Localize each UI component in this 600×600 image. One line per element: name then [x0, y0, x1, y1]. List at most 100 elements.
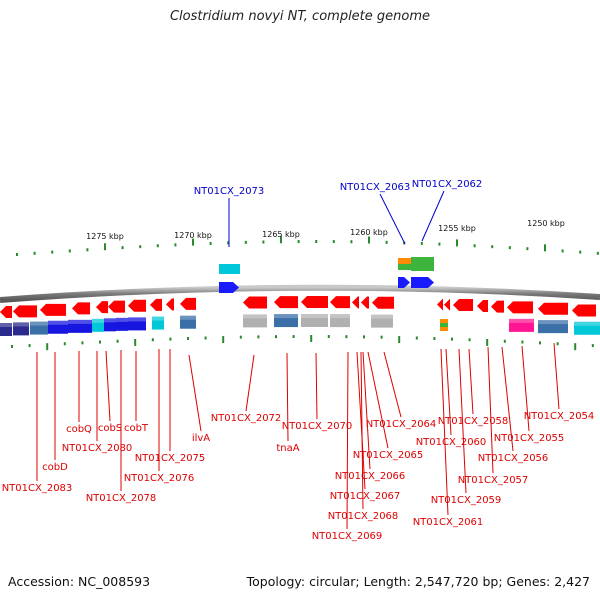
forward-gene-label[interactable]: NT01CX_2063 [340, 182, 411, 193]
reverse-gene-arrow[interactable] [166, 298, 174, 311]
forward-gene-arrow[interactable] [219, 282, 239, 293]
genome-stats-text: Topology: circular; Length: 2,547,720 bp… [246, 574, 590, 589]
scale-label: 1260 kbp [350, 228, 388, 237]
cog-box-highlight [92, 318, 104, 323]
cog-box [13, 322, 29, 336]
forward-strand-genes [219, 277, 434, 293]
reverse-gene-arrow[interactable] [128, 299, 146, 312]
cog-box [92, 318, 104, 332]
reverse-gene-label[interactable]: NT01CX_2067 [330, 491, 401, 502]
reverse-gene-label[interactable]: NT01CX_2076 [124, 473, 195, 484]
reverse-gene-label[interactable]: NT01CX_2061 [413, 517, 484, 528]
reverse-gene-label[interactable]: cobD [42, 462, 68, 473]
cog-box-highlight [48, 320, 68, 325]
reverse-gene-arrow[interactable] [330, 296, 350, 309]
reverse-gene-label[interactable]: cobT [124, 423, 149, 434]
cog-box-highlight [330, 314, 350, 319]
reverse-gene-arrow[interactable] [491, 300, 504, 313]
reverse-gene-label[interactable]: NT01CX_2069 [312, 531, 383, 542]
reverse-gene-label[interactable]: NT01CX_2068 [328, 511, 399, 522]
reverse-gene-label[interactable]: NT01CX_2066 [335, 471, 406, 482]
reverse-gene-label[interactable]: NT01CX_2083 [2, 483, 73, 494]
reverse-gene-arrow[interactable] [372, 296, 394, 309]
reverse-gene-label[interactable]: NT01CX_2064 [366, 419, 437, 430]
reverse-gene-label[interactable]: cobQ [66, 424, 92, 435]
cog-box-highlight [116, 317, 128, 322]
scale-labels: 1275 kbp 1270 kbp 1265 kbp 1260 kbp 1255 kbp… [86, 219, 565, 241]
cog-box [219, 264, 240, 274]
label-leader [379, 193, 406, 245]
reverse-gene-arrow[interactable] [40, 303, 66, 316]
reverse-gene-label[interactable]: NT01CX_2054 [524, 411, 595, 422]
cog-box [128, 317, 146, 331]
reverse-gene-arrow[interactable] [437, 298, 443, 311]
reverse-gene-label[interactable]: tnaA [276, 443, 299, 454]
forward-gene-label[interactable]: NT01CX_2062 [412, 179, 483, 190]
reverse-gene-label[interactable]: NT01CX_2065 [353, 450, 424, 461]
cog-box-highlight [274, 314, 298, 319]
label-leader [356, 351, 366, 490]
cog-box [0, 323, 12, 336]
cog-box-highlight [180, 315, 196, 320]
label-leader [315, 352, 318, 420]
reverse-gene-label[interactable]: NT01CX_2070 [282, 421, 353, 432]
forward-gene-arrow[interactable] [398, 277, 410, 288]
cog-box [509, 318, 534, 332]
reverse-gene-arrow[interactable] [0, 306, 12, 318]
cog-box [538, 320, 568, 334]
reverse-gene-label[interactable]: ilvA [192, 433, 210, 444]
reverse-gene-label[interactable]: cobS [98, 423, 122, 434]
cog-box [398, 264, 412, 270]
reverse-gene-arrow[interactable] [150, 298, 162, 311]
reverse-gene-label[interactable]: NT01CX_2057 [458, 475, 529, 486]
reverse-gene-arrow[interactable] [243, 296, 267, 309]
reverse-gene-label[interactable]: NT01CX_2060 [416, 437, 487, 448]
reverse-gene-label[interactable]: NT01CX_2080 [62, 443, 133, 454]
reverse-gene-arrow[interactable] [274, 296, 298, 309]
reverse-gene-arrow[interactable] [96, 301, 108, 314]
reverse-gene-arrow[interactable] [477, 299, 488, 312]
reverse-gene-arrow[interactable] [13, 305, 37, 318]
forward-gene-arrow[interactable] [411, 277, 434, 288]
cog-box-highlight [13, 322, 29, 327]
forward-gene-label[interactable]: NT01CX_2073 [194, 186, 265, 197]
label-leader [521, 345, 530, 432]
cog-box [440, 327, 448, 331]
reverse-gene-arrow[interactable] [180, 297, 196, 310]
reverse-strand-genes [0, 296, 596, 318]
reverse-gene-label[interactable]: NT01CX_2059 [431, 495, 502, 506]
label-leader [440, 348, 449, 516]
cog-box-highlight [509, 318, 534, 323]
cog-box [116, 317, 128, 331]
cog-box [411, 257, 434, 271]
label-leader [362, 351, 371, 470]
accession-text: Accession: NC_008593 [8, 574, 151, 589]
reverse-gene-label[interactable]: NT01CX_2078 [86, 493, 157, 504]
reverse-gene-label[interactable]: NT01CX_2055 [494, 433, 565, 444]
reverse-gene-arrow[interactable] [572, 304, 596, 317]
reverse-gene-label[interactable]: NT01CX_2075 [135, 453, 206, 464]
cog-box [398, 258, 412, 264]
cog-box [180, 315, 196, 329]
reverse-gene-label[interactable]: NT01CX_2056 [478, 453, 549, 464]
reverse-gene-arrow[interactable] [444, 298, 450, 311]
reverse-gene-arrow[interactable] [301, 296, 328, 309]
cog-box [440, 323, 448, 327]
cog-box-highlight [30, 321, 48, 326]
label-leader [458, 348, 467, 494]
reverse-gene-arrow[interactable] [361, 296, 369, 309]
reverse-gene-arrow[interactable] [538, 302, 568, 315]
label-leader [367, 351, 389, 449]
reverse-gene-label[interactable]: NT01CX_2072 [211, 413, 282, 424]
reverse-gene-arrow[interactable] [72, 302, 90, 315]
cog-box [48, 320, 68, 334]
reverse-gene-label[interactable]: NT01CX_2058 [438, 416, 509, 427]
reverse-gene-arrow[interactable] [352, 296, 359, 309]
label-leader [105, 350, 111, 422]
reverse-gene-arrow[interactable] [453, 299, 473, 312]
reverse-gene-arrow[interactable] [507, 301, 533, 314]
cog-box [68, 319, 92, 333]
genome-backbone [0, 284, 600, 303]
reverse-gene-arrow[interactable] [108, 300, 125, 313]
